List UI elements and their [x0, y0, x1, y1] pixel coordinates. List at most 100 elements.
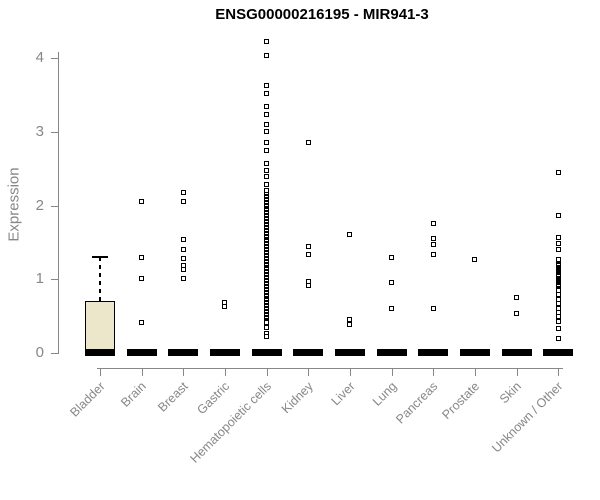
- data-point: [389, 305, 395, 311]
- data-point: [347, 322, 353, 328]
- x-tick: [224, 368, 226, 376]
- data-point: [430, 236, 436, 242]
- data-point: [264, 188, 270, 194]
- data-point: [555, 336, 561, 342]
- y-tick: [51, 205, 59, 207]
- data-point: [139, 199, 145, 205]
- y-tick-label: 3: [35, 122, 44, 140]
- x-axis-label: Hematopoietic cells: [187, 379, 275, 466]
- data-point: [180, 267, 186, 273]
- data-point: [347, 317, 353, 323]
- data-point: [264, 182, 270, 188]
- data-point: [472, 256, 478, 262]
- data-point: [389, 279, 395, 285]
- box-whisker: [99, 257, 101, 301]
- y-tick-label: 4: [35, 49, 44, 66]
- x-tick: [558, 368, 560, 376]
- x-tick: [349, 368, 351, 376]
- y-tick: [51, 279, 59, 281]
- data-point: [389, 255, 395, 261]
- data-point: [305, 244, 311, 250]
- x-tick: [474, 368, 476, 376]
- data-point: [555, 169, 561, 175]
- data-point: [305, 140, 311, 146]
- data-point: [264, 334, 270, 340]
- x-axis-label: Brain: [118, 379, 150, 410]
- data-point: [264, 38, 270, 44]
- zero-bar: [501, 349, 532, 356]
- x-axis-label: Skin: [497, 379, 525, 407]
- x-axis-label: Prostate: [439, 379, 483, 423]
- data-point: [430, 306, 436, 312]
- zero-bar: [334, 349, 365, 356]
- data-point: [555, 247, 561, 253]
- zero-bar: [126, 349, 157, 356]
- data-point: [555, 235, 561, 241]
- data-point: [180, 276, 186, 281]
- y-axis-line: [58, 52, 59, 354]
- x-tick: [141, 368, 143, 376]
- x-axis-label: Pancreas: [393, 379, 441, 427]
- zero-bar: [251, 349, 282, 356]
- data-point: [180, 247, 186, 253]
- data-point: [555, 213, 561, 219]
- zero-bar: [209, 349, 240, 356]
- y-tick: [51, 58, 59, 59]
- data-point: [222, 304, 228, 310]
- data-point: [264, 112, 270, 118]
- x-tick: [391, 368, 393, 376]
- x-axis-label: Lung: [369, 379, 400, 409]
- x-axis-line: [97, 368, 563, 369]
- data-point: [264, 82, 270, 88]
- chart-title: ENSG00000216195 - MIR941-3: [215, 6, 429, 23]
- data-point: [264, 148, 270, 154]
- data-point: [555, 257, 561, 263]
- data-point: [180, 198, 186, 204]
- y-tick: [51, 131, 59, 133]
- data-point: [180, 236, 186, 242]
- data-point: [347, 231, 353, 237]
- x-tick: [100, 368, 101, 376]
- data-point: [180, 190, 186, 196]
- x-tick: [433, 368, 435, 376]
- zero-bar: [376, 349, 407, 356]
- zero-bar: [293, 349, 324, 356]
- data-point: [264, 167, 270, 173]
- data-point: [264, 90, 270, 96]
- data-point: [264, 160, 270, 166]
- x-axis-label: Kidney: [278, 379, 316, 417]
- data-point: [139, 320, 145, 326]
- data-point: [264, 319, 270, 325]
- x-tick: [183, 368, 185, 376]
- data-point: [305, 251, 311, 257]
- data-point: [264, 104, 270, 110]
- zero-bar: [168, 349, 199, 356]
- data-point: [555, 318, 561, 324]
- y-tick-label: 1: [35, 270, 44, 288]
- data-point: [139, 276, 145, 281]
- data-point: [264, 174, 270, 180]
- data-point: [180, 256, 186, 262]
- zero-bar: [543, 349, 574, 356]
- x-axis-label: Bladder: [67, 379, 108, 420]
- x-axis-label: Gastric: [194, 379, 233, 418]
- y-tick-label: 2: [35, 196, 44, 214]
- data-point: [430, 251, 436, 257]
- data-point: [305, 282, 311, 288]
- zero-bar: [418, 349, 449, 356]
- data-point: [430, 220, 436, 226]
- data-point: [555, 240, 561, 246]
- data-point: [264, 128, 270, 134]
- x-tick: [266, 368, 268, 376]
- data-point: [264, 121, 270, 127]
- box: [85, 300, 115, 353]
- whisker-cap: [92, 256, 108, 259]
- x-tick: [308, 368, 310, 376]
- zero-bar: [459, 349, 490, 356]
- data-point: [514, 295, 520, 301]
- data-point: [430, 242, 436, 248]
- data-point: [514, 311, 520, 317]
- data-point: [264, 324, 270, 330]
